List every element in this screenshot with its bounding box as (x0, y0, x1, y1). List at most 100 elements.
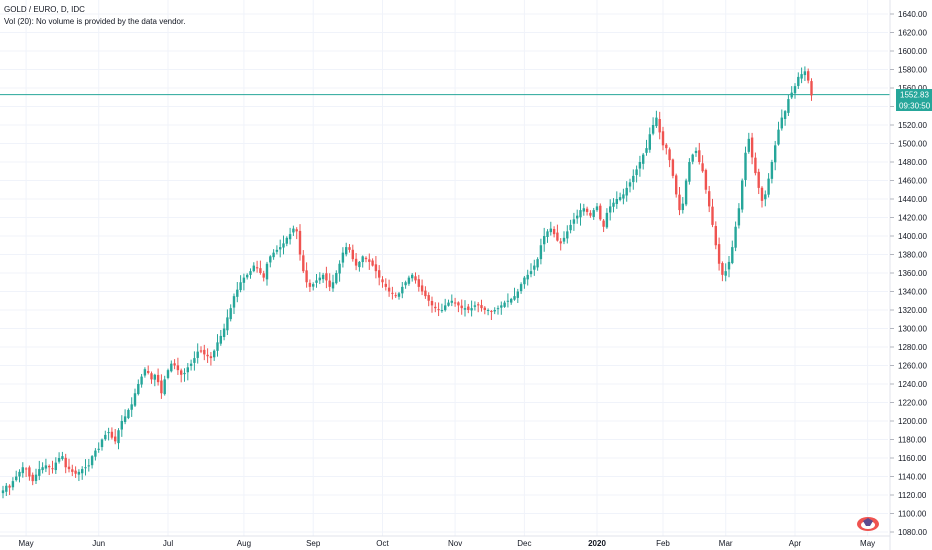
price-tick-label: 1080.00 (898, 528, 927, 537)
candle (681, 197, 684, 214)
candle (486, 308, 490, 316)
candle (222, 323, 226, 341)
candle (180, 368, 183, 383)
price-tick-label: 1560.00 (898, 84, 927, 93)
candle-body (77, 471, 81, 475)
candle (61, 451, 64, 461)
candle (315, 273, 318, 288)
candle (28, 465, 31, 481)
candle-body (727, 261, 731, 270)
price-tick-label: 1200.00 (898, 417, 927, 426)
candle (797, 72, 800, 89)
candle (170, 360, 173, 373)
candle-body (213, 350, 216, 358)
candle-body (335, 273, 338, 284)
symbol-line[interactable]: GOLD / EURO, D, IDC (4, 5, 85, 14)
candle-body (305, 270, 308, 283)
candle (147, 365, 150, 375)
candle (358, 260, 361, 272)
candle (430, 296, 434, 313)
candle (589, 210, 592, 218)
candle (5, 483, 8, 497)
candle (140, 373, 143, 388)
candle-body (704, 170, 708, 190)
candle-body (810, 81, 813, 96)
candle-body (675, 175, 678, 195)
candle-body (582, 208, 585, 212)
candle (216, 334, 219, 357)
candle (150, 371, 153, 384)
candle (605, 208, 609, 229)
candle (34, 468, 38, 484)
countdown-badge-bg (896, 100, 932, 111)
candle-body (130, 404, 133, 410)
candle (526, 269, 529, 286)
candle-body (229, 308, 232, 320)
tradingview-logo[interactable] (857, 517, 879, 531)
candle (38, 460, 41, 481)
candle (566, 225, 569, 244)
candle (698, 142, 701, 165)
candle-body (681, 203, 684, 211)
candle (404, 280, 407, 289)
candle (727, 255, 731, 278)
candle (470, 300, 473, 317)
candle (810, 78, 813, 101)
candle-body (605, 212, 609, 228)
price-tick-label: 1440.00 (898, 195, 927, 204)
time-axis[interactable]: May Jun Jul Aug Sep Oct Nov Dec 2020 Feb Mar Apr May (19, 539, 876, 548)
time-tick-label: Feb (656, 539, 670, 548)
last-price-badge: 1552.83 09:30:50 (896, 89, 932, 111)
candle (711, 198, 714, 228)
candle (632, 169, 635, 190)
candle (519, 282, 523, 294)
candle (186, 363, 189, 381)
candle-body (107, 432, 110, 434)
candle (612, 198, 615, 213)
grid (0, 0, 888, 536)
candle (348, 243, 351, 253)
candle-body (262, 273, 265, 278)
candle (378, 265, 381, 286)
candle-body (651, 125, 655, 134)
candle-body (615, 199, 618, 205)
candle-body (81, 469, 84, 474)
candle-body (803, 71, 807, 76)
candle (338, 260, 341, 282)
candle (473, 301, 477, 311)
candle-body (21, 467, 24, 474)
candle-body (239, 282, 242, 291)
candle (57, 452, 61, 464)
candle-body (793, 86, 797, 94)
candle (648, 127, 651, 153)
candle-body (272, 252, 275, 258)
candle-body (156, 374, 160, 383)
price-axis[interactable]: 1080.00 1100.00 1120.00 1140.00 1160.00 1180.… (890, 10, 927, 537)
candle-body (170, 363, 173, 372)
candle (506, 293, 510, 308)
candle (189, 359, 193, 371)
candle-body (295, 229, 298, 232)
candle-body (397, 293, 401, 297)
candle (658, 111, 661, 140)
candle (41, 462, 44, 474)
candle-body (579, 210, 582, 218)
candle-body (635, 169, 638, 176)
candle (87, 458, 90, 472)
candle-body (361, 256, 364, 263)
candle (496, 305, 500, 315)
candle-body (453, 302, 457, 304)
candle-body (61, 456, 64, 460)
candle-body (556, 232, 559, 241)
candle-body (123, 416, 127, 422)
candle (176, 357, 180, 375)
candle (74, 466, 77, 478)
candle-body (691, 154, 694, 162)
candle (572, 212, 576, 231)
candle-body (790, 92, 793, 98)
candle-body (275, 249, 279, 252)
candle (437, 302, 440, 317)
candle-body (457, 302, 460, 306)
candle (546, 229, 549, 243)
